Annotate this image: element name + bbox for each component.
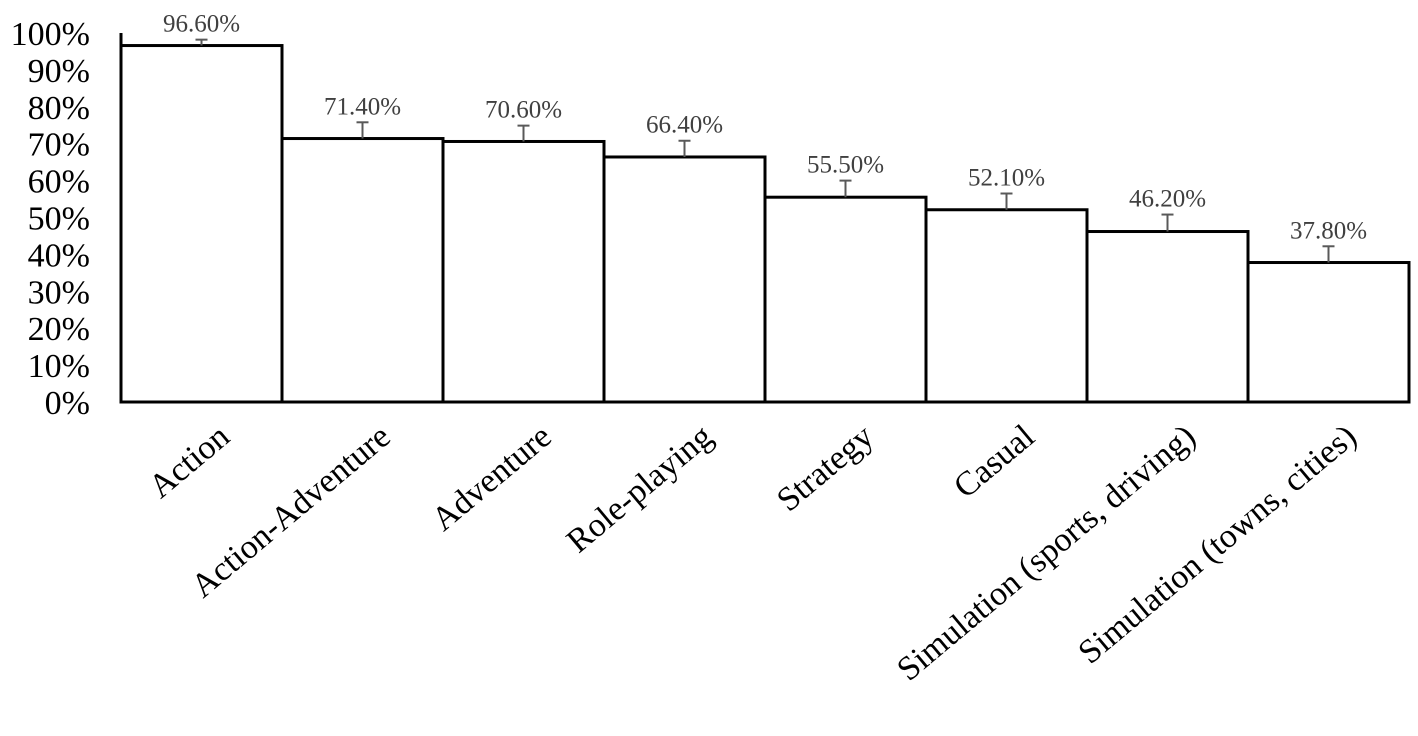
data-label: 66.40%	[646, 112, 723, 139]
error-bar	[195, 38, 208, 46]
x-tick-label: Strategy	[770, 418, 881, 519]
y-tick-label: 40%	[28, 237, 90, 274]
error-bar	[1000, 192, 1013, 210]
bar	[602, 155, 767, 404]
x-tick-label: Adventure	[425, 418, 559, 539]
y-tick-label: 80%	[28, 90, 90, 127]
data-label: 71.40%	[324, 93, 401, 120]
x-tick-label: Simulation (sports, driving)	[890, 418, 1202, 689]
bar	[763, 195, 928, 404]
bar	[441, 139, 606, 404]
bar	[924, 208, 1089, 404]
bars-group	[119, 44, 1411, 404]
error-bar	[1161, 213, 1174, 232]
data-labels-group: 96.60% 71.40% 70.60% 66.40% 55.50% 52.10% 46.2…	[163, 11, 1367, 245]
y-tick-label: 70%	[28, 127, 90, 164]
y-tick-label: 30%	[28, 274, 90, 311]
data-label: 52.10%	[968, 165, 1045, 192]
error-bar	[678, 139, 691, 157]
data-label: 55.50%	[807, 152, 884, 179]
y-axis-ticks: 0%10%20%30%40%50%60%70%80%90%100%	[11, 16, 90, 422]
y-tick-label: 50%	[28, 201, 90, 238]
data-label: 37.80%	[1290, 217, 1367, 244]
bar	[280, 137, 445, 404]
bar	[119, 44, 284, 404]
bar	[1085, 230, 1250, 404]
error-bar	[517, 124, 530, 142]
x-tick-label: Action	[142, 418, 237, 506]
data-label: 70.60%	[485, 97, 562, 124]
x-tick-label: Casual	[947, 418, 1042, 506]
error-bars-group	[195, 38, 1335, 263]
x-tick-label: Simulation (towns, cities)	[1071, 418, 1363, 672]
y-tick-label: 60%	[28, 164, 90, 201]
data-label: 96.60%	[163, 11, 240, 38]
error-bar	[839, 179, 852, 198]
data-label: 46.20%	[1129, 186, 1206, 213]
y-tick-label: 100%	[11, 16, 90, 53]
error-bar	[1322, 245, 1335, 263]
y-tick-label: 10%	[28, 348, 90, 385]
y-tick-label: 20%	[28, 311, 90, 348]
y-tick-label: 0%	[45, 385, 90, 422]
y-tick-label: 90%	[28, 53, 90, 90]
x-tick-label: Role-playing	[560, 418, 720, 560]
error-bar	[356, 121, 369, 139]
bar	[1246, 261, 1411, 404]
